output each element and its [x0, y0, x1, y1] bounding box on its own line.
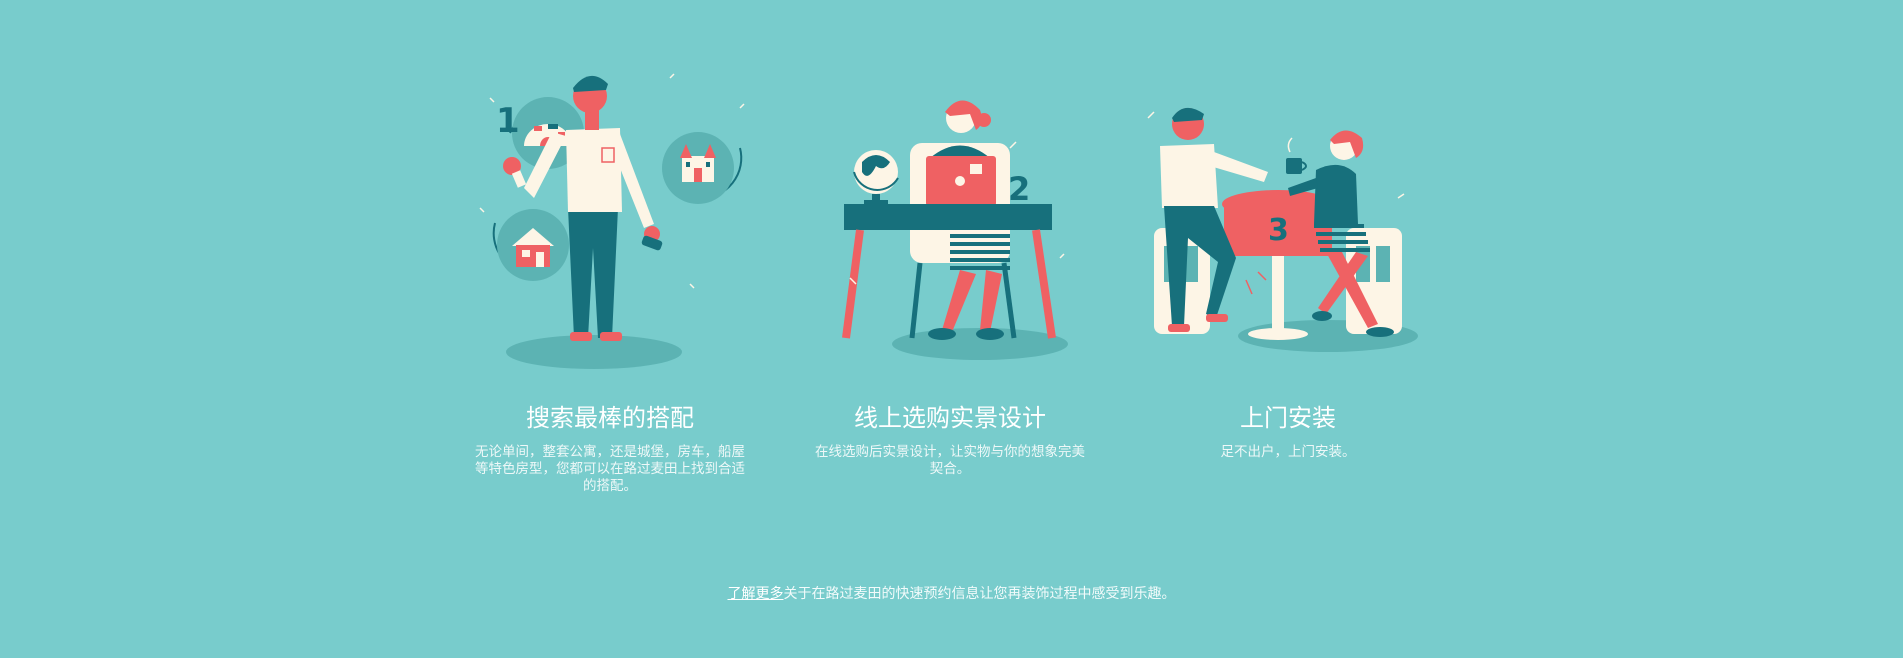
footer-text: 关于在路过麦田的快速预约信息让您再装饰过程中感受到乐趣。	[783, 586, 1176, 602]
step-title-design: 线上选购实景设计	[854, 404, 1046, 432]
step-title-install: 上门安装	[1240, 404, 1336, 432]
search-illustration: 1	[479, 73, 745, 369]
globe-icon	[853, 150, 899, 205]
svg-text:2: 2	[1008, 170, 1030, 208]
learn-more-link[interactable]: 了解更多	[727, 586, 784, 602]
install-illustration: 3	[1147, 107, 1418, 352]
laptop-icon	[926, 156, 996, 206]
svg-text:1: 1	[496, 101, 520, 141]
footer-learn-more: 了解更多关于在路过麦田的快速预约信息让您再装饰过程中感受到乐趣。	[0, 584, 1903, 604]
step-description-design: 在线选购后实景设计，让实物与你的想象完美契合。	[815, 444, 1085, 477]
design-illustration: 2	[842, 100, 1068, 360]
step-description-install: 足不出户，上门安装。	[1220, 444, 1356, 460]
svg-text:3: 3	[1268, 213, 1289, 248]
castle-icon	[662, 132, 734, 204]
coffee-cup-icon	[1286, 137, 1307, 174]
step-description-search: 无论单间，整套公寓，还是城堡，房车，船屋等特色房型，您都可以在路过麦田上找到合适…	[475, 444, 745, 494]
house-icon	[497, 209, 569, 281]
step-title-search: 搜索最棒的搭配	[526, 404, 694, 432]
how-it-works-steps: 1	[475, 73, 1418, 494]
